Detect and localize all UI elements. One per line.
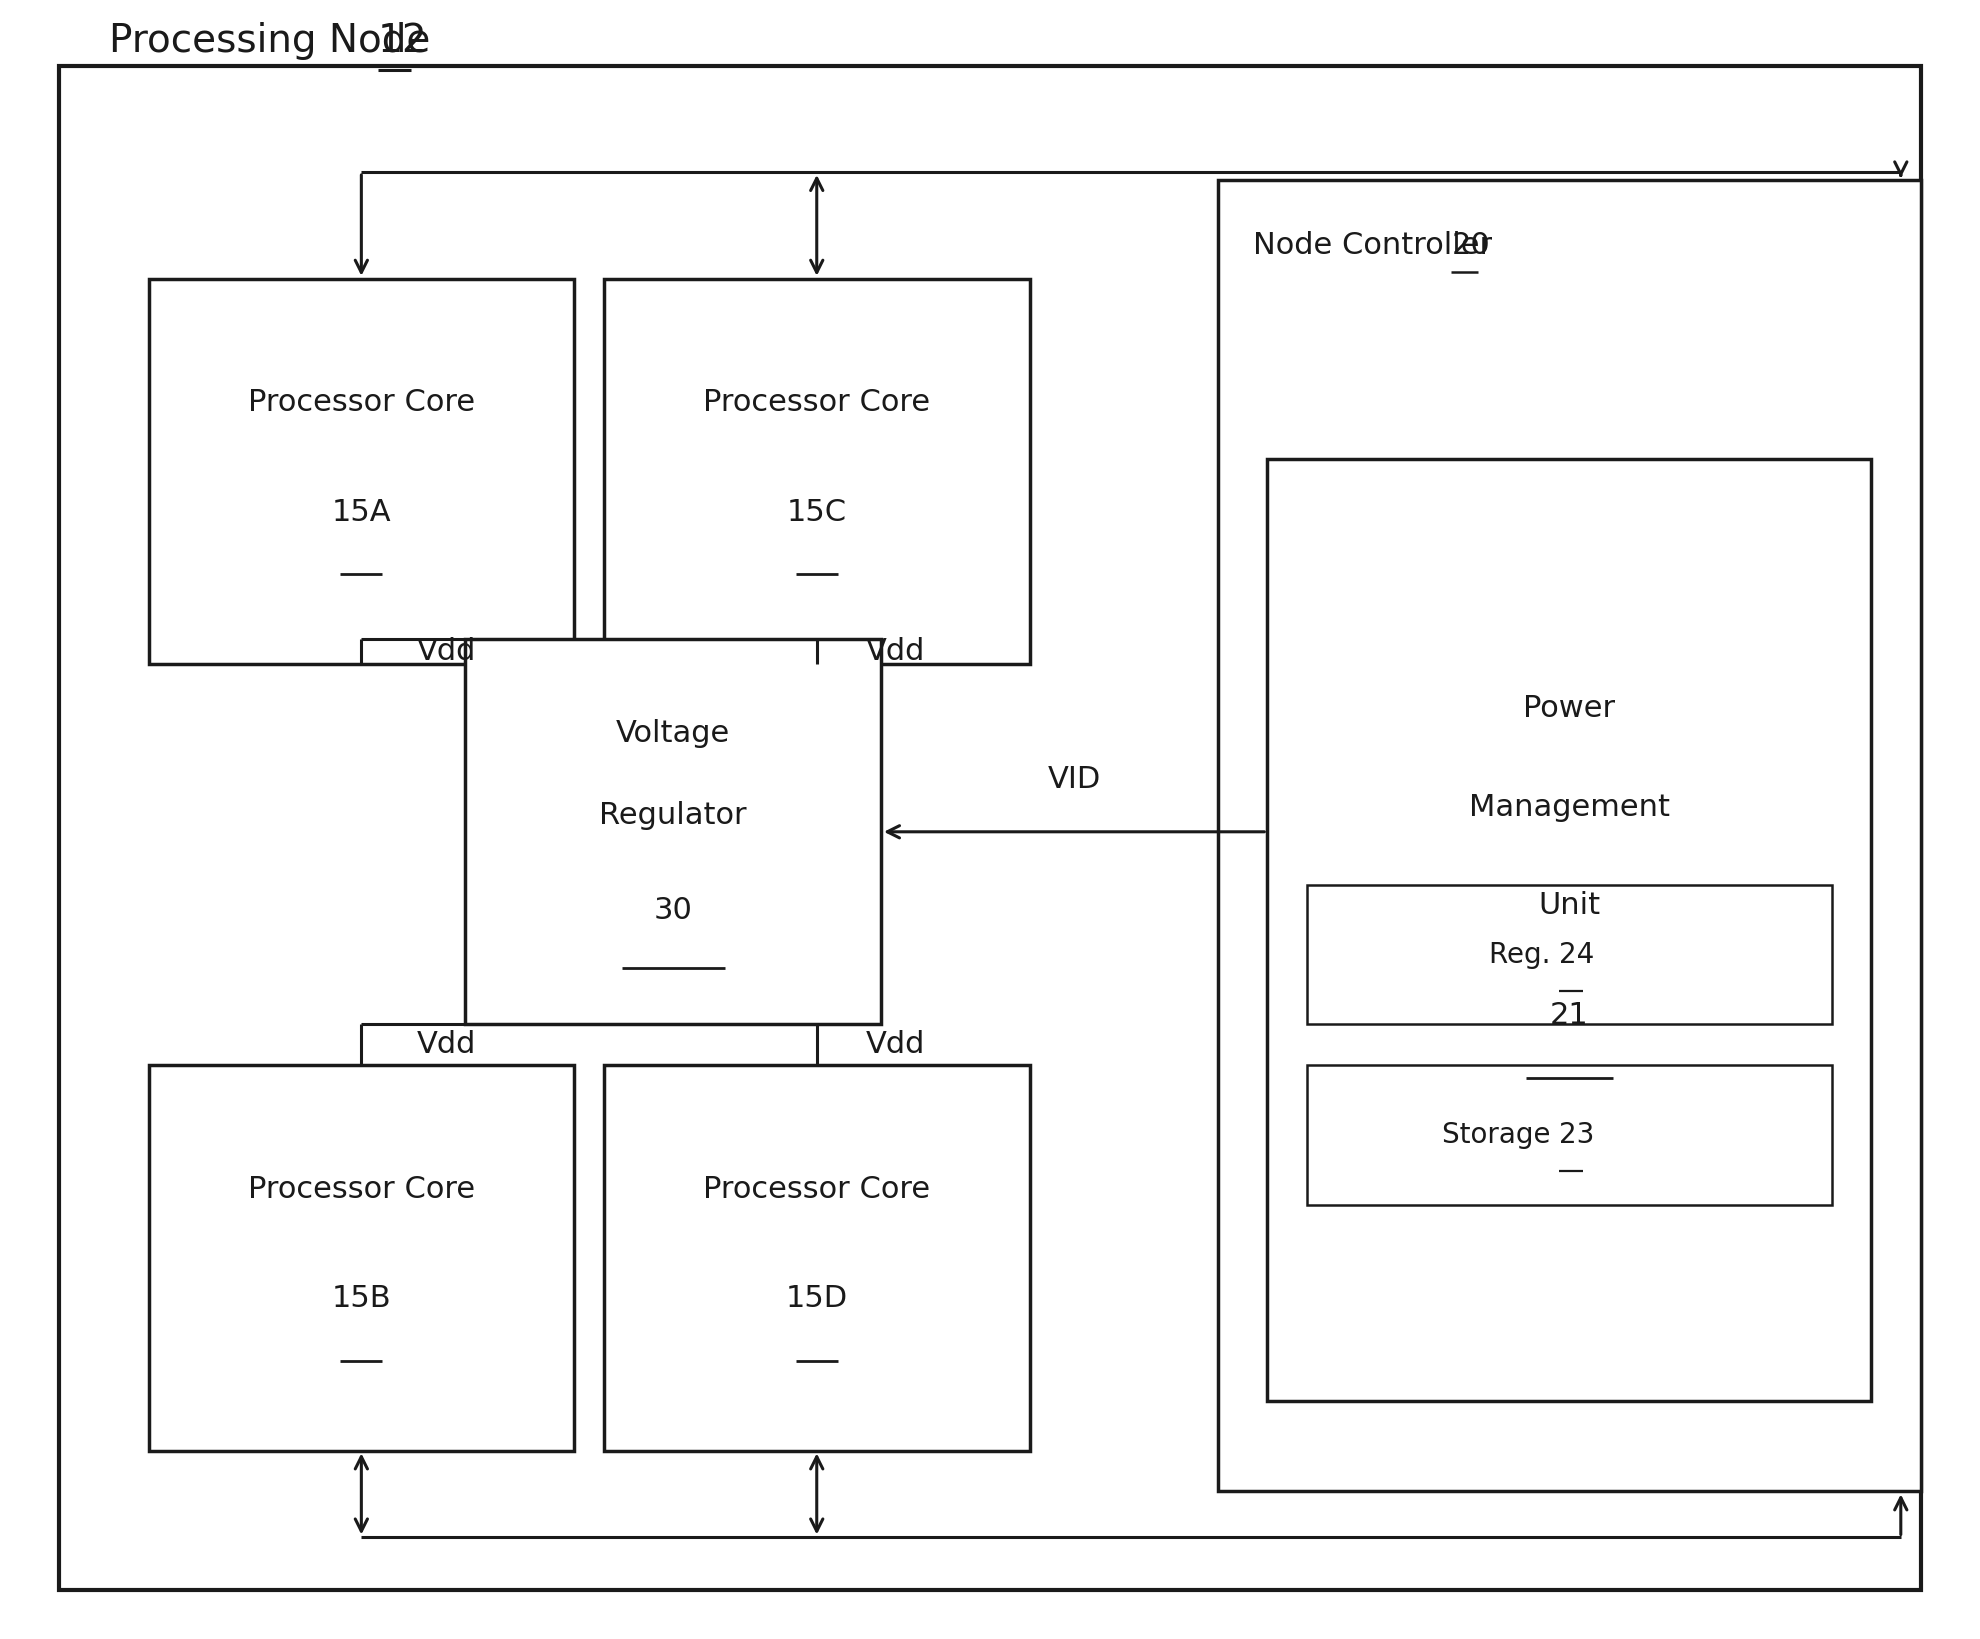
Bar bbox=[148, 1065, 574, 1451]
Bar bbox=[148, 279, 574, 664]
Text: Power: Power bbox=[1523, 695, 1616, 723]
Text: 15A: 15A bbox=[331, 498, 392, 526]
Bar bbox=[1307, 1065, 1832, 1205]
Text: Storage: Storage bbox=[1441, 1121, 1560, 1149]
Text: Vdd: Vdd bbox=[416, 638, 475, 665]
Text: Voltage: Voltage bbox=[616, 720, 731, 747]
Text: 15C: 15C bbox=[786, 498, 847, 526]
Text: Processor Core: Processor Core bbox=[703, 388, 931, 416]
Text: 21: 21 bbox=[1550, 1001, 1588, 1029]
Text: Node Controller: Node Controller bbox=[1253, 231, 1503, 261]
Text: 15D: 15D bbox=[786, 1285, 847, 1313]
Text: 15B: 15B bbox=[331, 1285, 392, 1313]
Bar bbox=[465, 639, 881, 1024]
Text: Management: Management bbox=[1469, 793, 1669, 821]
Text: Reg.: Reg. bbox=[1489, 941, 1560, 969]
Text: Vdd: Vdd bbox=[416, 1031, 475, 1059]
Bar bbox=[1267, 459, 1871, 1401]
Text: 12: 12 bbox=[378, 21, 428, 61]
Text: VID: VID bbox=[1047, 765, 1101, 793]
Text: 30: 30 bbox=[653, 897, 693, 924]
Bar bbox=[604, 1065, 1030, 1451]
Text: Processor Core: Processor Core bbox=[703, 1175, 931, 1203]
Text: Processing Node: Processing Node bbox=[109, 21, 444, 61]
Bar bbox=[604, 279, 1030, 664]
Text: 23: 23 bbox=[1560, 1121, 1594, 1149]
Text: 20: 20 bbox=[1451, 231, 1491, 261]
Text: Processor Core: Processor Core bbox=[248, 1175, 475, 1203]
Bar bbox=[1218, 180, 1921, 1491]
Text: Regulator: Regulator bbox=[600, 801, 746, 829]
Text: Vdd: Vdd bbox=[867, 638, 925, 665]
Text: Unit: Unit bbox=[1538, 892, 1600, 919]
Text: Vdd: Vdd bbox=[867, 1031, 925, 1059]
Bar bbox=[1307, 885, 1832, 1024]
Text: 24: 24 bbox=[1560, 941, 1594, 969]
Text: Processor Core: Processor Core bbox=[248, 388, 475, 416]
